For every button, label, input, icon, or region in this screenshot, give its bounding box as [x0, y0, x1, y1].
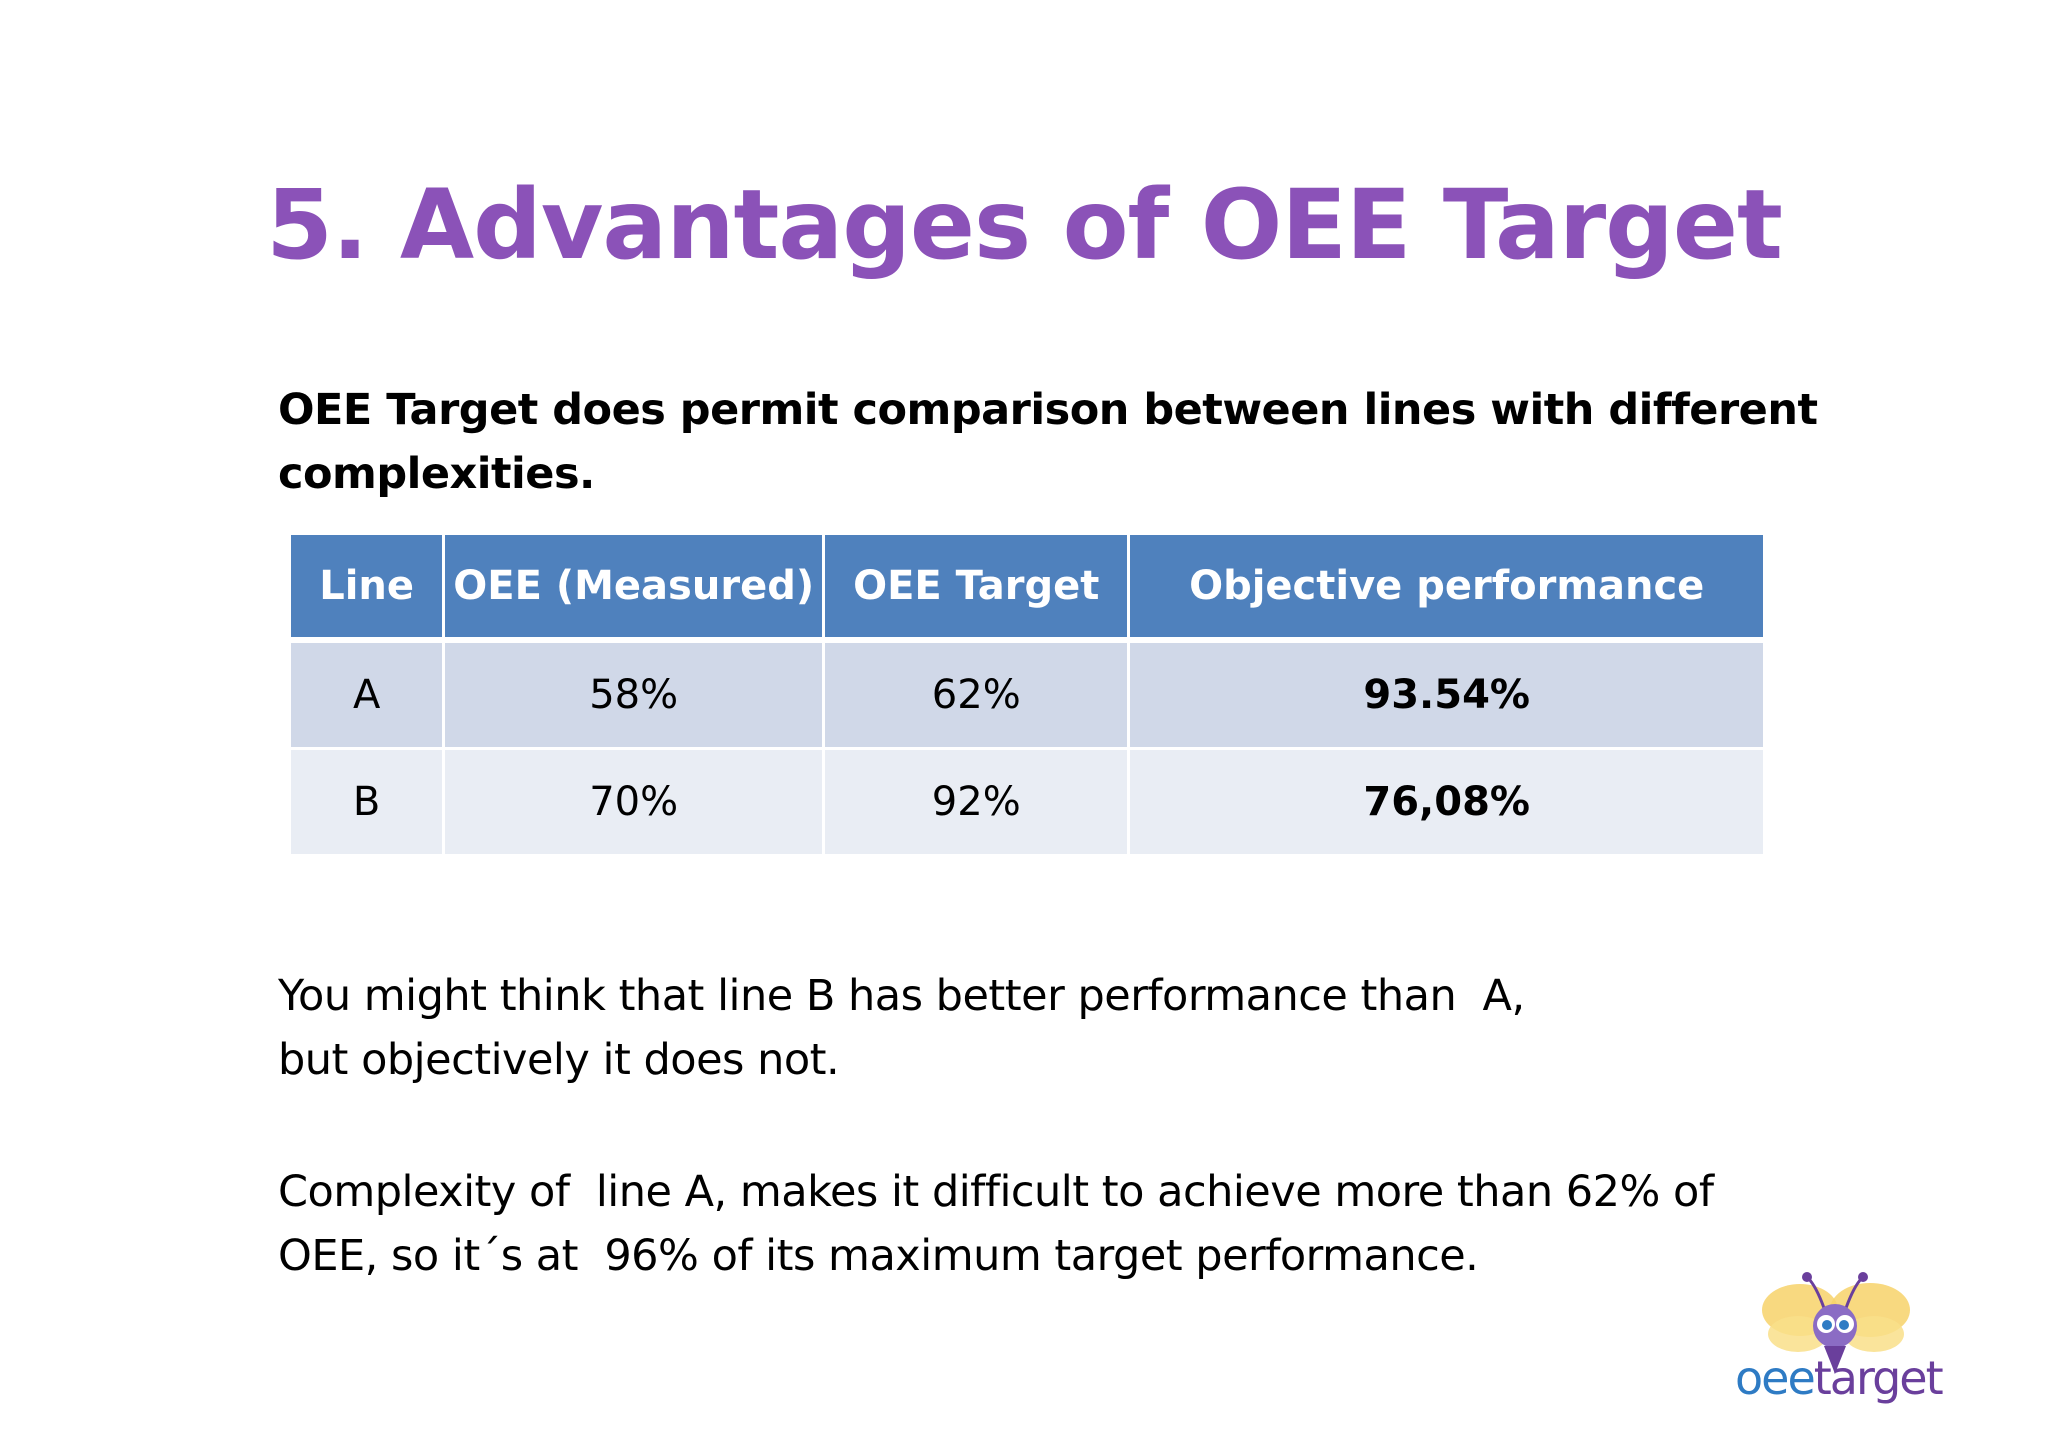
comparison-table: Line OEE (Measured) OEE Target Objective…	[287, 532, 1766, 857]
paragraph-line: Complexity of line A, makes it difficult…	[278, 1167, 1714, 1217]
oee-target-logo: oeetarget	[1735, 1348, 1944, 1408]
cell-oee-target: 92%	[822, 747, 1131, 857]
intro-text: OEE Target does permit comparison betwee…	[278, 378, 1818, 506]
cell-line: B	[287, 747, 446, 857]
intro-line: complexities.	[278, 449, 595, 499]
intro-line: OEE Target does permit comparison betwee…	[278, 385, 1818, 435]
logo-word-target: target	[1813, 1351, 1944, 1405]
paragraph-line: but objectively it does not.	[278, 1035, 840, 1085]
table-row: A 58% 62% 93.54%	[287, 638, 1766, 750]
bee-icon	[1762, 1272, 1910, 1374]
cell-line: A	[287, 638, 446, 750]
header-objective-performance: Objective performance	[1127, 532, 1766, 643]
paragraph-line: OEE, so it´s at 96% of its maximum targe…	[278, 1231, 1479, 1281]
paragraph-line: You might think that line B has better p…	[278, 971, 1525, 1021]
header-oee-measured: OEE (Measured)	[442, 532, 826, 643]
cell-oee-target: 62%	[822, 638, 1131, 750]
table-header-row: Line OEE (Measured) OEE Target Objective…	[287, 532, 1766, 643]
logo-word-oee: oee	[1735, 1351, 1816, 1405]
table-row: B 70% 92% 76,08%	[287, 747, 1766, 857]
cell-oee-measured: 70%	[442, 747, 826, 857]
explanation-paragraph: You might think that line B has better p…	[278, 964, 1818, 1092]
header-oee-target: OEE Target	[822, 532, 1131, 643]
slide-title: 5. Advantages of OEE Target	[266, 169, 1783, 281]
cell-objective-performance: 93.54%	[1127, 638, 1766, 750]
complexity-paragraph: Complexity of line A, makes it difficult…	[278, 1160, 1818, 1288]
header-line: Line	[287, 532, 446, 643]
cell-oee-measured: 58%	[442, 638, 826, 750]
cell-objective-performance: 76,08%	[1127, 747, 1766, 857]
